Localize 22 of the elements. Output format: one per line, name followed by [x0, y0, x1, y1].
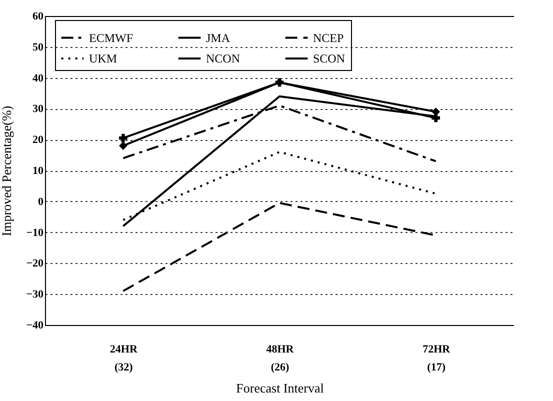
y-tick-label: −30: [26, 288, 44, 301]
x-tick-label: 72HR (17): [422, 344, 452, 374]
legend-label: UKM: [89, 52, 118, 66]
y-tick-label: 10: [32, 165, 44, 177]
y-tick-label: 0: [38, 196, 44, 208]
y-tick-label: 20: [32, 134, 44, 146]
legend-label: NCEP: [313, 30, 344, 45]
y-tick-label: 60: [32, 10, 44, 22]
y-tick-label: 40: [32, 72, 44, 84]
x-tick-label: 24HR (32): [110, 344, 138, 374]
y-tick-label: 50: [32, 41, 44, 54]
legend-label: ECMWF: [89, 30, 134, 45]
y-tick-label: −10: [26, 226, 44, 239]
legend-label: NCON: [206, 52, 240, 66]
x-axis-title: Forecast Interval: [236, 380, 324, 396]
legend-label: JMA: [206, 30, 230, 45]
legend-label: SCON: [313, 52, 346, 66]
y-tick-label: −20: [26, 258, 44, 270]
y-tick-label: 30: [32, 103, 44, 116]
y-tick-label: −40: [26, 320, 44, 332]
y-axis-title: Improved Percentage(%): [0, 106, 14, 236]
x-tick-label: 48HR (26): [266, 344, 295, 374]
